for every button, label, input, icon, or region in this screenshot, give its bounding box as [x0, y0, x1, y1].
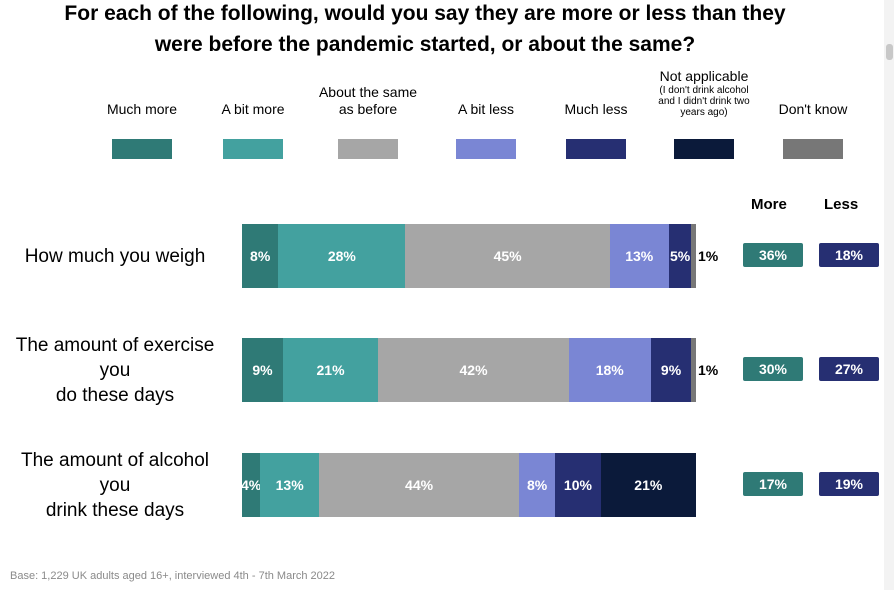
data-label: 8% [250, 248, 271, 264]
row-label: How much you weigh [0, 244, 230, 269]
bar-segment: 8% [242, 224, 279, 288]
data-label: 28% [327, 248, 356, 264]
row-label-line: do these days [55, 384, 175, 406]
bar-segment: 42% [378, 338, 569, 402]
legend-item: Much more [107, 60, 177, 118]
legend-item: Don't know [779, 60, 848, 118]
legend-swatch [223, 139, 283, 159]
legend-label: Don't know [763, 101, 863, 118]
net-more-badge: 17% [743, 472, 803, 496]
legend-item: A bit more [221, 60, 284, 118]
legend-swatch [674, 139, 734, 159]
footnote: Base: 1,229 UK adults aged 16+, intervie… [10, 570, 336, 582]
data-label: 9% [660, 362, 682, 378]
bar-segment: 28% [278, 224, 406, 288]
legend-note: (I don't drink alcohol and I didn't drin… [658, 85, 750, 118]
legend-label-text: Much less [564, 101, 628, 117]
bar-segment: 44% [319, 453, 519, 517]
legend-label: Not applicable (I don't drink alcohol and… [654, 68, 754, 118]
row-label-line: you [99, 359, 131, 381]
bar-segment: 13% [609, 224, 669, 288]
bar-segment: 4% [240, 453, 262, 517]
legend-swatch [338, 139, 398, 159]
data-label: 44% [405, 477, 434, 493]
legend-item: About the same as before [319, 60, 417, 118]
legend-item: Not applicable (I don't drink alcohol and… [658, 60, 749, 118]
legend-swatch [112, 139, 172, 159]
legend-label: Much more [92, 101, 192, 118]
data-label: 4% [240, 477, 262, 493]
data-label: 13% [275, 477, 304, 493]
legend-swatch [783, 139, 843, 159]
net-more-badge: 36% [743, 243, 803, 267]
data-label: 10% [563, 477, 592, 493]
legend-label-text: About the same as before [318, 84, 418, 117]
data-label: 5% [669, 248, 691, 264]
bar-segment: 5% [668, 224, 692, 288]
bar-segment: 13% [260, 453, 320, 517]
bar-segment: 45% [405, 224, 610, 288]
net-less-badge: 27% [819, 357, 879, 381]
legend-label: A bit less [436, 101, 536, 118]
bar-segment: 9% [242, 338, 283, 402]
row-label-line: How much you weigh [24, 245, 206, 267]
scrollbar-thumb[interactable] [886, 44, 893, 60]
row-label-line: you [99, 474, 131, 496]
bar-segment: 21% [282, 338, 379, 402]
bar-segment: 9% [650, 338, 692, 402]
chart-title: For each of the following, would you say… [64, 2, 786, 56]
bar-segment: 10% [555, 453, 601, 517]
legend-label: About the same as before [318, 84, 418, 118]
net-less-badge: 18% [819, 243, 879, 267]
legend-label-text: Don't know [778, 101, 848, 117]
row-label: The amount of alcohol you drink these days [0, 448, 230, 523]
data-label: 9% [252, 362, 273, 378]
legend-swatch [566, 139, 626, 159]
row-label-line: The amount of alcohol [20, 449, 209, 471]
legend-label-text: A bit more [221, 101, 285, 117]
bar-segment: 8% [518, 453, 556, 517]
more-header: More [751, 196, 787, 213]
data-label: 21% [316, 362, 345, 378]
legend-label-text: Not applicable [659, 68, 749, 84]
legend-label: Much less [546, 101, 646, 118]
data-label: 13% [625, 248, 654, 264]
data-label: 18% [595, 362, 624, 378]
bar-segment [691, 224, 696, 288]
vertical-scrollbar[interactable] [884, 0, 894, 590]
data-label: 8% [526, 477, 548, 493]
legend-label-text: A bit less [457, 101, 515, 117]
data-label: 1% [698, 362, 719, 378]
legend-item: A bit less [456, 60, 516, 118]
legend-label-text: Much more [106, 101, 178, 117]
net-more-badge: 30% [743, 357, 803, 381]
net-less-badge: 19% [819, 472, 879, 496]
legend-swatch [456, 139, 516, 159]
bar-segment: 21% [600, 453, 696, 517]
row-label-line: drink these days [45, 499, 185, 521]
less-header: Less [824, 196, 859, 213]
row-label-line: The amount of exercise [15, 334, 215, 356]
legend-item: Much less [564, 60, 627, 118]
data-label: 45% [493, 248, 522, 264]
data-label: 21% [634, 477, 663, 493]
bar-segment: 18% [568, 338, 651, 402]
legend-label: A bit more [203, 101, 303, 118]
bar-segment [691, 338, 696, 402]
data-label: 42% [459, 362, 488, 378]
row-label: The amount of exercise you do these days [0, 333, 230, 408]
data-label: 1% [698, 248, 719, 264]
